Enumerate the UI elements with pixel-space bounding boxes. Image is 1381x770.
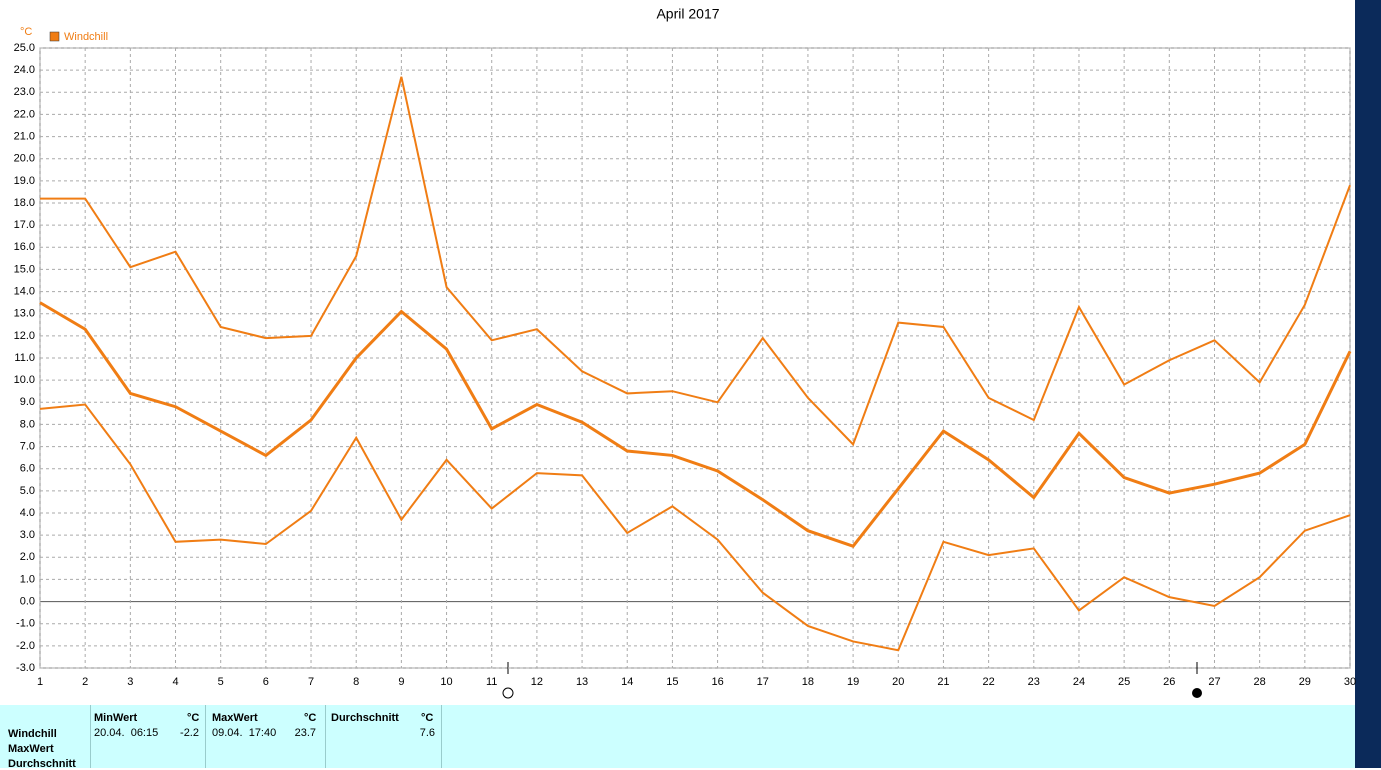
cell: -2.2 xyxy=(180,727,199,739)
x-tick-label: 12 xyxy=(531,676,543,688)
x-tick-label: 13 xyxy=(576,676,588,688)
x-tick-label: 7 xyxy=(308,676,314,688)
x-tick-label: 15 xyxy=(666,676,678,688)
y-tick-label: 6.0 xyxy=(20,463,35,475)
y-tick-label: 17.0 xyxy=(14,219,35,231)
moon-icon xyxy=(1192,688,1202,698)
y-tick-label: 0.0 xyxy=(20,595,35,607)
y-tick-label: -2.0 xyxy=(16,640,35,652)
y-tick-label: 15.0 xyxy=(14,263,35,275)
x-tick-label: 6 xyxy=(263,676,269,688)
moon-icon xyxy=(502,687,514,699)
data-line xyxy=(40,76,1351,447)
col-header: °C xyxy=(187,712,200,724)
y-tick-label: 4.0 xyxy=(20,507,35,519)
x-tick-label: 28 xyxy=(1254,676,1266,688)
x-tick-label: 10 xyxy=(440,676,452,688)
x-tick-label: 16 xyxy=(711,676,723,688)
y-tick-label: 1.0 xyxy=(20,573,35,585)
legend-swatch xyxy=(49,31,60,42)
row-label: Windchill xyxy=(8,728,57,740)
legend-label: Windchill xyxy=(64,31,108,43)
data-line xyxy=(39,301,1352,548)
x-tick-label: 14 xyxy=(621,676,633,688)
y-tick-label: 5.0 xyxy=(20,485,35,497)
side-strip xyxy=(1355,0,1381,768)
y-tick-label: 7.0 xyxy=(20,440,35,452)
col-header: °C xyxy=(421,712,434,724)
stats-panel: Windchill MaxWert Durchschnitt MinWert °… xyxy=(0,705,1355,770)
x-tick-label: 5 xyxy=(218,676,224,688)
y-tick-label: -1.0 xyxy=(16,618,35,630)
x-tick-label: 3 xyxy=(127,676,133,688)
x-tick-label: 2 xyxy=(82,676,88,688)
x-tick-label: 11 xyxy=(486,676,497,688)
y-tick-label: 14.0 xyxy=(14,285,35,297)
x-tick-label: 19 xyxy=(847,676,859,688)
x-tick-label: 30 xyxy=(1344,676,1356,688)
y-tick-label: 10.0 xyxy=(14,374,35,386)
cell: 7.6 xyxy=(419,727,435,739)
x-tick-label: 24 xyxy=(1073,676,1085,688)
cell: 20.04. 06:15 xyxy=(94,727,159,739)
y-tick-label: 18.0 xyxy=(14,197,35,209)
y-tick-label: 21.0 xyxy=(14,130,35,142)
x-tick-label: 8 xyxy=(353,676,359,688)
col-header: MinWert xyxy=(94,712,138,724)
y-tick-label: 12.0 xyxy=(14,330,35,342)
x-tick-label: 21 xyxy=(937,676,949,688)
y-tick-label: 16.0 xyxy=(14,241,35,253)
x-tick-label: 4 xyxy=(172,676,178,688)
x-tick-label: 20 xyxy=(892,676,904,688)
col-header: Durchschnitt xyxy=(331,712,399,724)
x-tick-label: 23 xyxy=(1028,676,1040,688)
y-tick-label: 25.0 xyxy=(14,42,35,54)
y-tick-label: 9.0 xyxy=(20,396,35,408)
data-line xyxy=(39,403,1351,652)
col-header: MaxWert xyxy=(212,712,258,724)
y-tick-label: 13.0 xyxy=(14,308,35,320)
x-tick-label: 27 xyxy=(1208,676,1220,688)
x-tick-label: 1 xyxy=(37,676,43,688)
cell: 23.7 xyxy=(294,727,316,739)
x-tick-label: 29 xyxy=(1299,676,1311,688)
y-unit: °C xyxy=(20,26,32,38)
y-tick-label: 19.0 xyxy=(14,175,35,187)
y-tick-label: 11.0 xyxy=(14,352,35,364)
cell: 09.04. 17:40 xyxy=(212,727,277,739)
x-tick-label: 25 xyxy=(1118,676,1130,688)
row-label: MaxWert xyxy=(8,743,54,755)
x-tick-label: 17 xyxy=(757,676,769,688)
y-tick-label: 20.0 xyxy=(14,153,35,165)
y-tick-label: 2.0 xyxy=(20,551,35,563)
x-tick-label: 22 xyxy=(982,676,994,688)
y-tick-label: 24.0 xyxy=(14,64,35,76)
row-label: Durchschnitt xyxy=(8,758,76,770)
x-tick-label: 9 xyxy=(398,676,404,688)
y-tick-label: -3.0 xyxy=(16,662,35,674)
chart-title: April 2017 xyxy=(656,6,719,22)
col-header: °C xyxy=(304,712,317,724)
x-tick-label: 26 xyxy=(1163,676,1175,688)
y-tick-label: 3.0 xyxy=(20,529,35,541)
x-tick-label: 18 xyxy=(802,676,814,688)
y-tick-label: 8.0 xyxy=(20,418,35,430)
y-tick-label: 23.0 xyxy=(14,86,35,98)
y-tick-label: 22.0 xyxy=(14,108,35,120)
